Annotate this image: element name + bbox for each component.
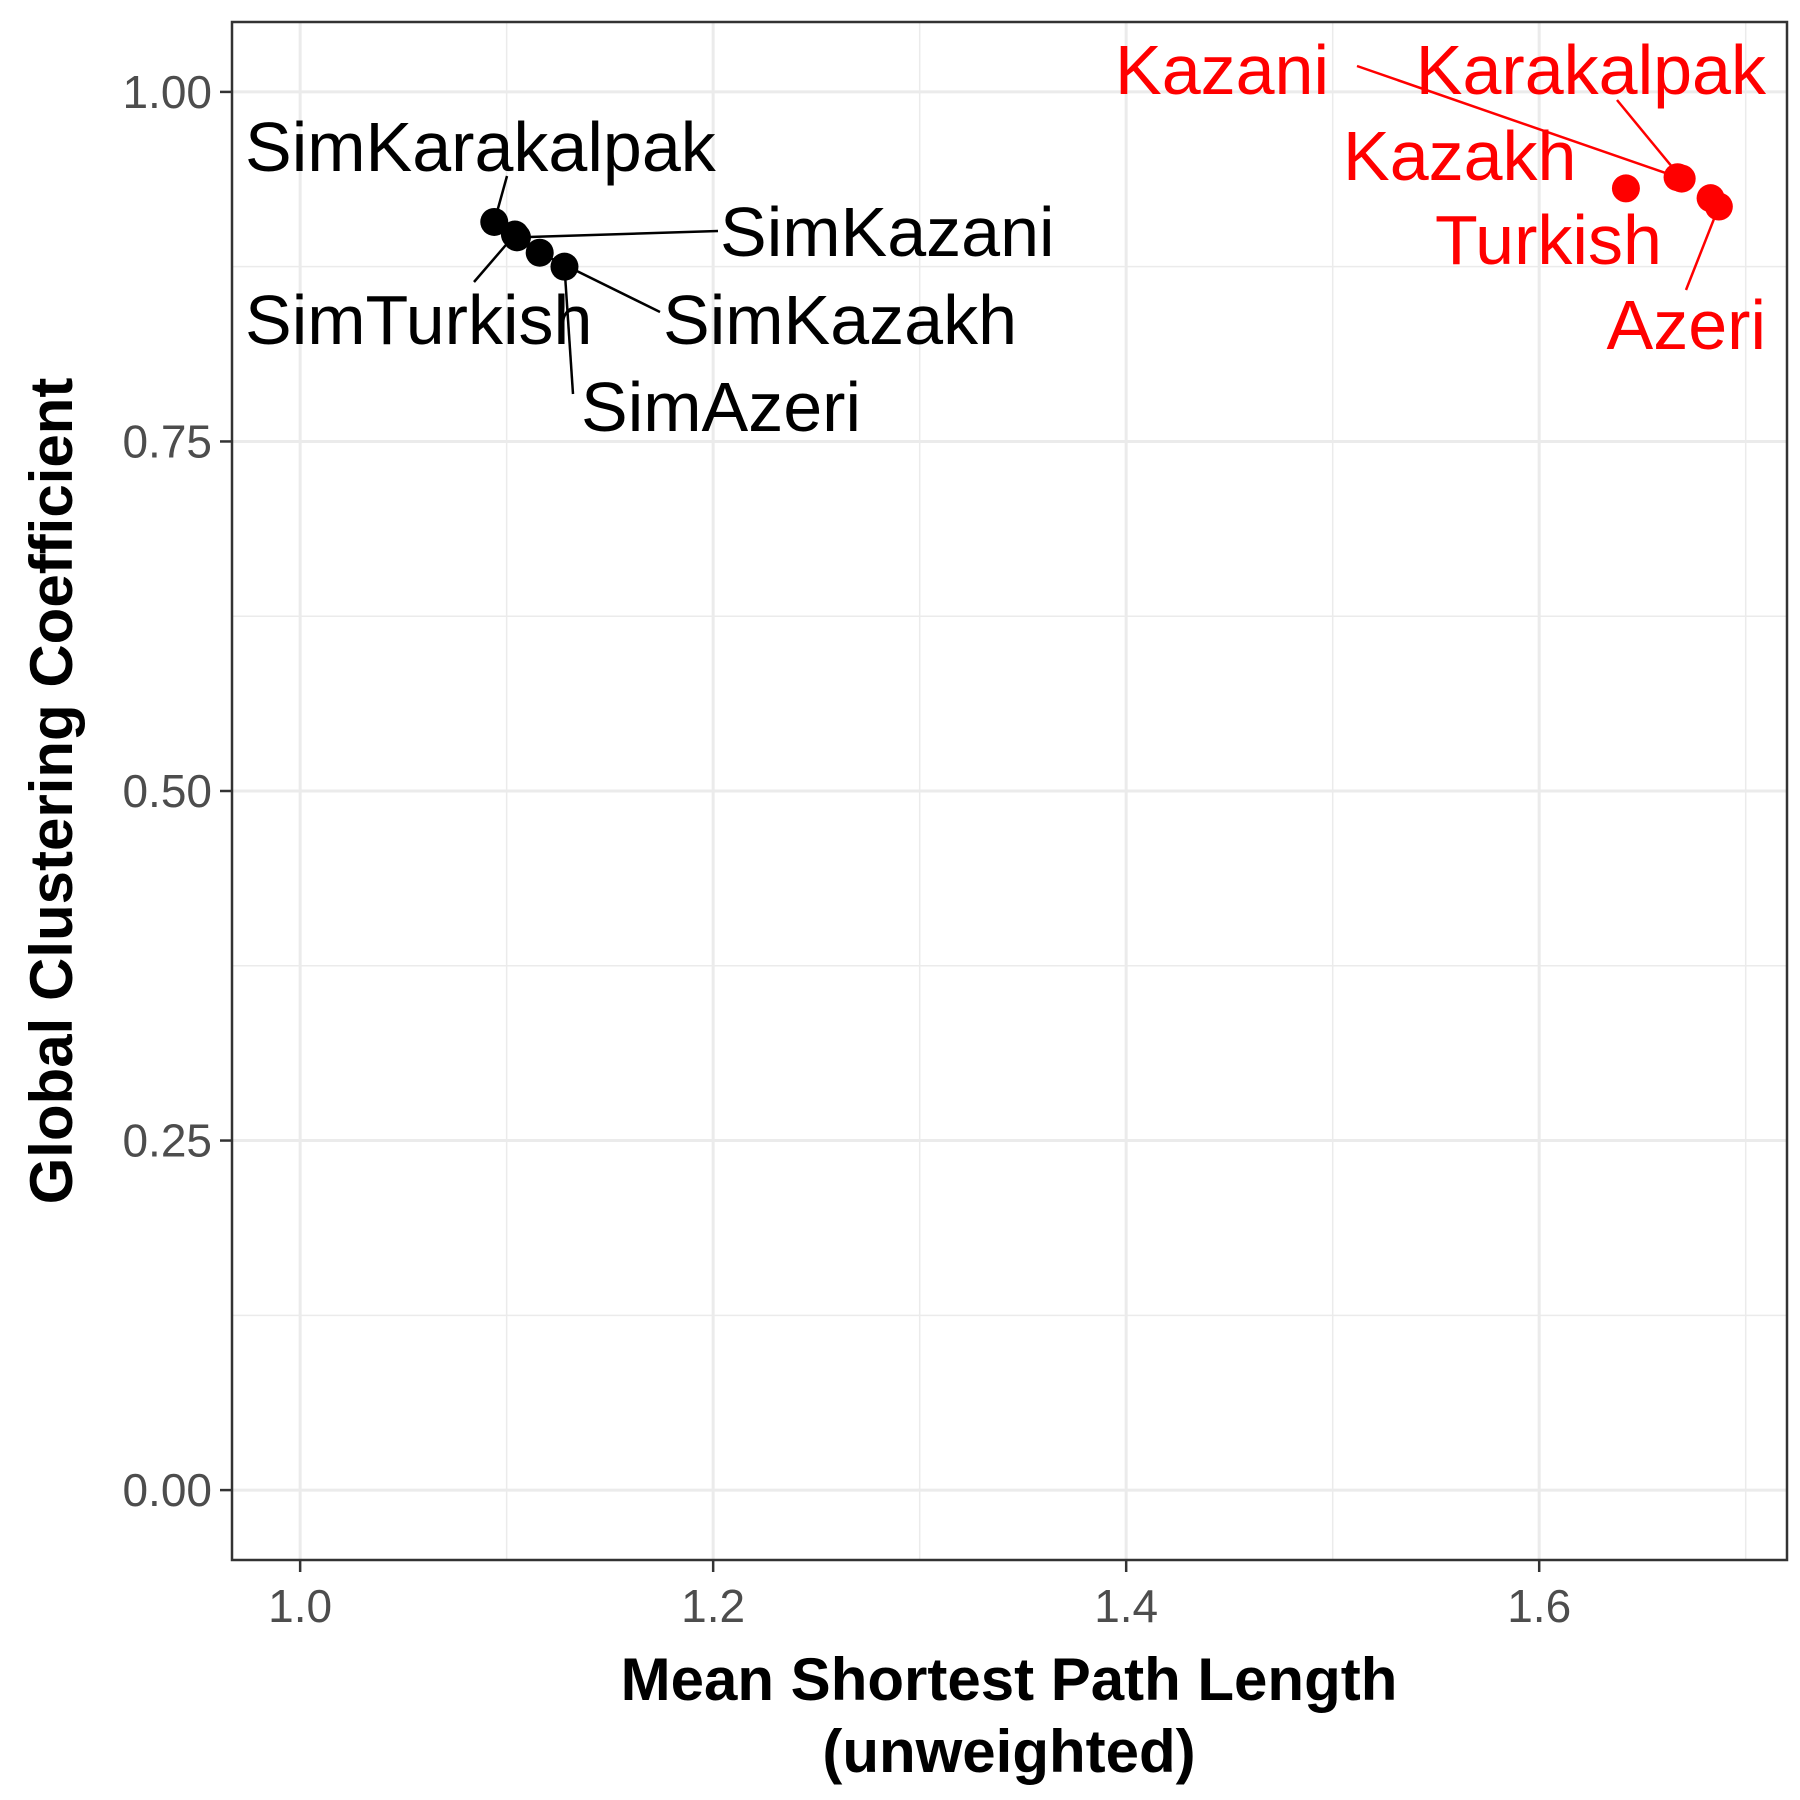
grid-major: [232, 22, 1787, 1560]
label-simkazakh: SimKazakh: [663, 281, 1017, 359]
y-tick-label: 1.00: [122, 66, 212, 118]
connector-azeri: [1684, 206, 1721, 291]
x-tick-label: 1.6: [1507, 1580, 1571, 1632]
point-simkazani: [502, 223, 531, 252]
y-axis-ticks: 0.00 0.25 0.50 0.75 1.00: [122, 66, 232, 1516]
connector-kazani: [1356, 64, 1678, 179]
point-azeri: [1704, 192, 1733, 221]
point-karakalpak: [1667, 164, 1696, 193]
label-simazeri: SimAzeri: [581, 368, 861, 446]
y-axis-title: Global Clustering Coefficient: [18, 378, 85, 1205]
y-tick-label: 0.00: [122, 1464, 212, 1516]
x-tick-label: 1.0: [268, 1580, 332, 1632]
x-axis-title-line2: (unweighted): [822, 1718, 1195, 1785]
point-labels: SimKarakalpak SimTurkish SimKazani SimKazak…: [245, 31, 1767, 446]
label-kazakh: Kazakh: [1343, 117, 1576, 195]
x-axis-title-line1: Mean Shortest Path Length: [621, 1646, 1398, 1713]
connector-simkazani: [516, 229, 719, 239]
point-simazeri: [550, 252, 579, 281]
label-kazani: Kazani: [1115, 31, 1329, 109]
label-simturkish: SimTurkish: [245, 281, 592, 359]
connector-simazeri: [563, 266, 575, 395]
label-simkazani: SimKazani: [720, 193, 1055, 271]
label-turkish: Turkish: [1435, 201, 1662, 279]
label-simkarakalpak: SimKarakalpak: [245, 108, 717, 186]
y-tick-label: 0.50: [122, 765, 212, 817]
y-tick-label: 0.25: [122, 1115, 212, 1167]
point-kazakh: [1611, 174, 1640, 203]
point-simkarakalpak: [480, 207, 509, 236]
x-axis-ticks: 1.0 1.2 1.4 1.6: [268, 1560, 1571, 1632]
y-tick-label: 0.75: [122, 415, 212, 467]
x-tick-label: 1.2: [681, 1580, 745, 1632]
data-points: [480, 163, 1733, 281]
label-karakalpak: Karakalpak: [1416, 31, 1767, 109]
label-azeri: Azeri: [1607, 286, 1766, 364]
x-tick-label: 1.4: [1094, 1580, 1158, 1632]
point-simkazakh: [525, 238, 554, 267]
